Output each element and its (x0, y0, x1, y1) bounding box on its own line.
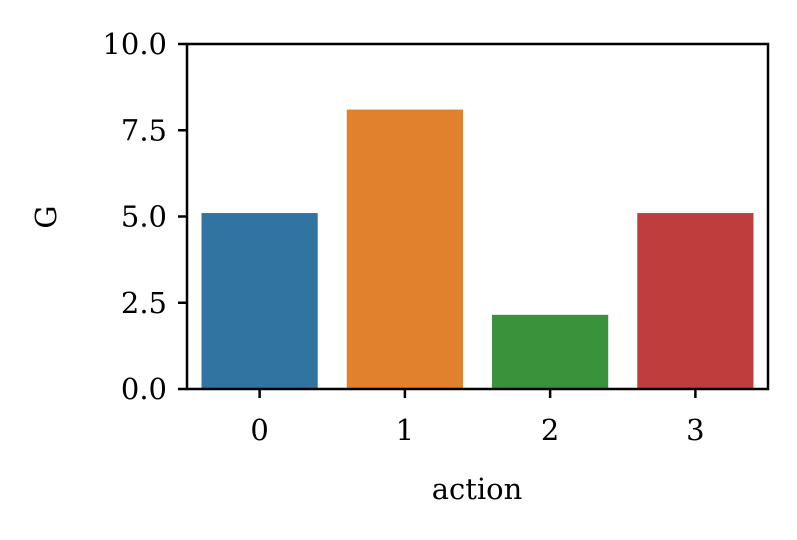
x-axis: 0 1 2 3 (250, 389, 705, 447)
y-tick-label: 2.5 (121, 286, 167, 320)
x-axis-label: action (432, 472, 523, 506)
y-tick-label: 0.0 (121, 372, 167, 406)
plot-frame (185, 42, 770, 391)
bar-1 (346, 109, 463, 390)
y-tick-label: 10.0 (102, 27, 167, 61)
bar-0 (201, 213, 318, 389)
y-axis-label: G (29, 205, 63, 228)
y-axis: 0.0 2.5 5.0 7.5 10.0 (102, 27, 187, 406)
x-tick-label: 3 (686, 413, 704, 447)
bar-2 (492, 314, 609, 389)
bars-group (201, 109, 754, 390)
x-tick-label: 2 (541, 413, 559, 447)
x-tick-label: 1 (396, 413, 414, 447)
x-tick-label: 0 (250, 413, 268, 447)
y-tick-label: 5.0 (121, 200, 167, 234)
bar-3 (637, 213, 754, 389)
y-tick-label: 7.5 (121, 113, 167, 147)
